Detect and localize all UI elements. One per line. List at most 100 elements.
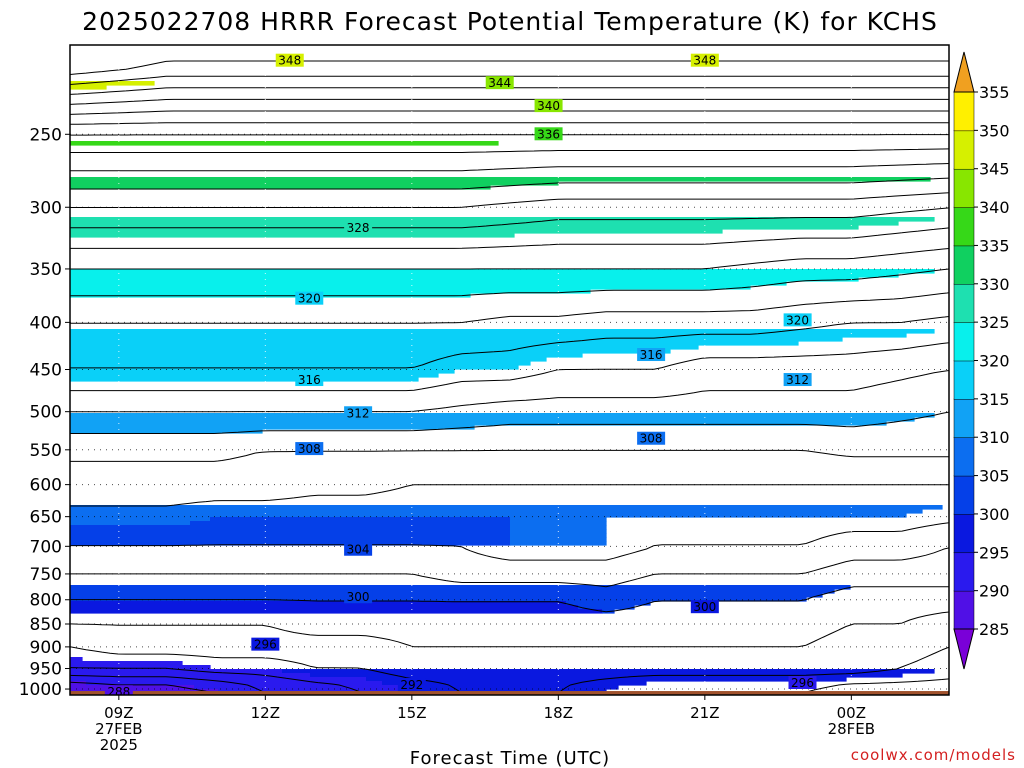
theta-cell: [70, 377, 419, 382]
theta-cell: [70, 677, 367, 682]
colorbar-over-arrow: [953, 51, 975, 93]
theta-cell: [70, 593, 823, 598]
theta-cell: [70, 417, 915, 422]
contour-label-bg: [295, 291, 324, 305]
colorbar-segment: [953, 91, 975, 132]
colorbar-segment: [953, 552, 975, 592]
colorbar-segment: [953, 475, 975, 515]
theta-cell: [70, 333, 907, 338]
theta-cell: [70, 273, 899, 278]
contour-line: [70, 110, 949, 115]
colorbar-label: 345: [979, 160, 1010, 179]
theta-cell: [70, 337, 843, 342]
colorbar-segment: [953, 130, 975, 170]
colorbar-label: 330: [979, 275, 1010, 294]
x-tick-label: 12Z: [251, 704, 280, 722]
theta-cell: [70, 357, 547, 362]
colorbar-label: 305: [979, 467, 1010, 486]
contour-line: [70, 547, 949, 588]
contour-label: 296: [791, 676, 814, 690]
theta-cell: [70, 585, 851, 590]
theta-cell: [70, 369, 455, 374]
contour-label: 312: [347, 406, 370, 420]
contour-label: 340: [537, 99, 560, 113]
contour-label-bg: [783, 313, 812, 327]
colorbar-label: 295: [979, 543, 1010, 562]
y-tick-label: 600: [30, 476, 62, 496]
theta-cell: [70, 605, 579, 610]
contour-line: [70, 148, 949, 153]
contour-label: 300: [347, 590, 370, 604]
x-tick-label: 27FEB: [95, 720, 142, 738]
contour-label: 316: [298, 373, 321, 387]
theta-cell: [70, 345, 699, 350]
credit-text: coolwx.com/models: [851, 746, 1016, 764]
contour-label: 348: [278, 54, 301, 68]
contour-label-bg: [344, 542, 373, 556]
theta-cell: [70, 505, 943, 510]
contour-label-bg: [485, 76, 514, 90]
theta-cell: [70, 229, 723, 234]
theta-cell: [382, 681, 647, 686]
theta-cell: [70, 533, 511, 538]
contour-label-bg: [637, 431, 666, 445]
contour-label-bg: [690, 53, 719, 67]
theta-cell: [70, 521, 191, 526]
contour-label: 308: [298, 442, 321, 456]
theta-cell: [70, 609, 603, 614]
theta-field: [70, 81, 943, 695]
colorbar-label: 300: [979, 505, 1010, 524]
theta-cell: [70, 661, 183, 666]
ground-strip: [70, 691, 949, 695]
theta-cell: [70, 517, 211, 522]
theta-cell: [282, 669, 935, 674]
chart-title: 2025022708 HRRR Forecast Potential Tempe…: [82, 7, 938, 36]
contour-label: 344: [488, 76, 511, 90]
y-tick-label: 250: [30, 125, 62, 145]
theta-cell: [70, 269, 935, 274]
contour-label: 328: [347, 221, 370, 235]
theta-cell: [70, 425, 475, 430]
contour-line: [70, 342, 949, 392]
contour-label: 336: [537, 127, 560, 141]
contour-label-bg: [104, 685, 133, 695]
colorbar-segment: [953, 590, 975, 630]
theta-cell: [70, 141, 499, 146]
colorbar: 285 290 295 300 305 310 315 320 325 330 335 340 345 3…: [953, 51, 1010, 670]
contour-label: 296: [254, 638, 277, 652]
x-tick-label: 00Z: [837, 704, 866, 722]
pressure-axis: 250 300 350 400 450 500 550 600 650 700 750 800 850 9…: [19, 125, 70, 700]
contour-line: [70, 75, 949, 85]
contour-line: [70, 674, 268, 695]
contour-line: [70, 449, 949, 462]
x-tick-label: 21Z: [690, 704, 719, 722]
colorbar-segment: [953, 245, 975, 285]
theta-cell: [70, 361, 531, 366]
contour-label-bg: [344, 590, 373, 604]
contour-label: 304: [347, 543, 370, 557]
contour-label: 320: [298, 292, 321, 306]
y-tick-label: 650: [30, 508, 62, 528]
colorbar-label: 320: [979, 352, 1010, 371]
theta-cell: [70, 341, 799, 346]
contour-label-bg: [534, 99, 563, 113]
contour-label: 320: [786, 313, 809, 327]
colorbar-segment: [953, 436, 975, 477]
theta-cell: [70, 289, 591, 294]
contour-line: [70, 60, 949, 75]
theta-cell: [70, 597, 807, 602]
y-tick-label: 550: [30, 441, 62, 461]
colorbar-label: 315: [979, 390, 1010, 409]
contour-label-bg: [637, 348, 666, 362]
theta-cell: [70, 181, 559, 186]
x-tick-label: 09Z: [104, 704, 133, 722]
theta-cell: [70, 217, 935, 222]
theta-cell: [70, 673, 311, 678]
ground: [70, 691, 949, 695]
x-axis-label: Forecast Time (UTC): [410, 748, 610, 768]
y-tick-label: 900: [30, 638, 62, 658]
colorbar-label: 340: [979, 198, 1010, 217]
x-tick-label: 28FEB: [828, 720, 875, 738]
colorbar-segment: [953, 360, 975, 400]
